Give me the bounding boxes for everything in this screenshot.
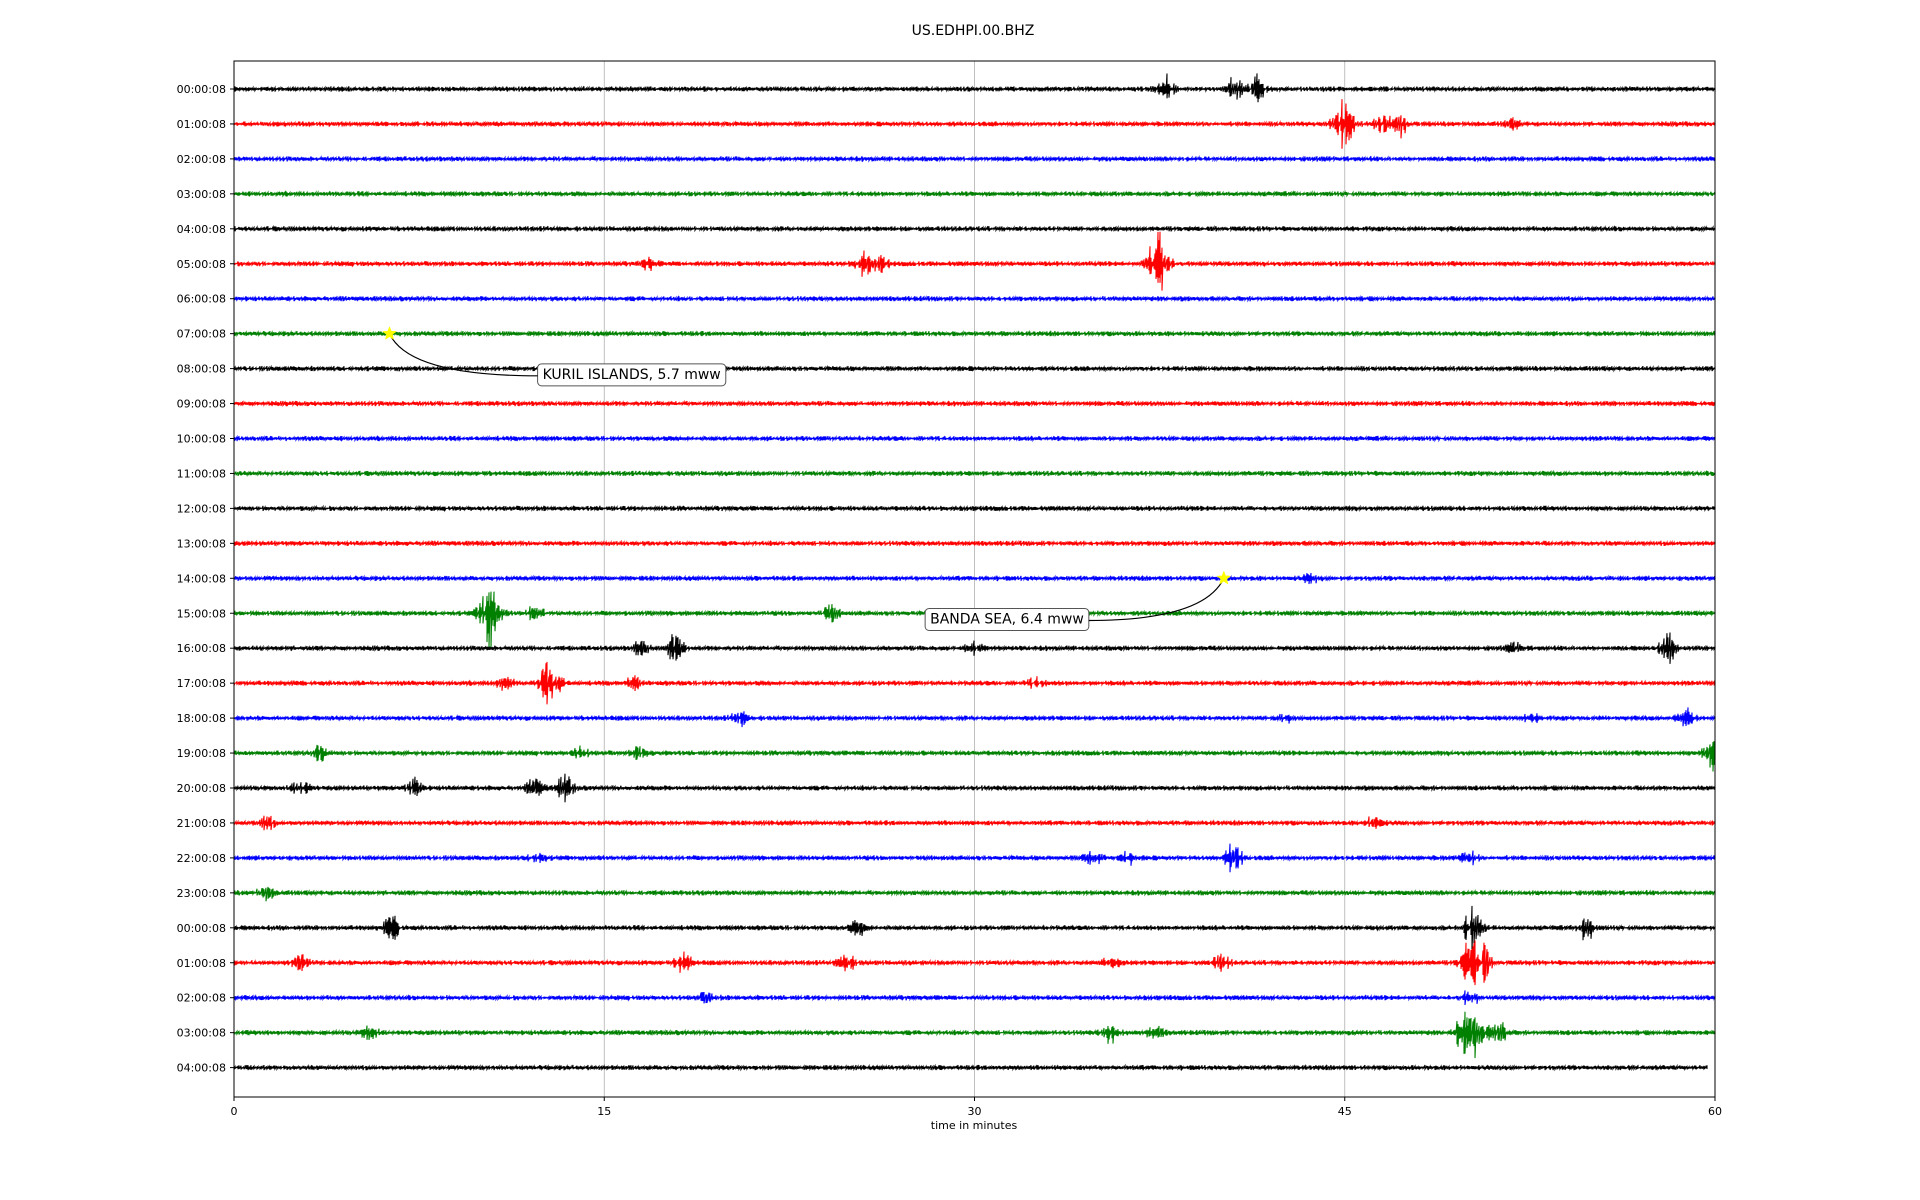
trace-row-4: [233, 224, 1716, 233]
trace-row-9: [233, 399, 1716, 408]
y-tick-label-16: 16:00:08: [177, 642, 226, 655]
y-tick-label-27: 03:00:08: [177, 1027, 226, 1040]
y-tick-label-10: 10:00:08: [177, 433, 226, 446]
y-tick-label-28: 04:00:08: [177, 1062, 226, 1075]
trace-row-26: [233, 990, 1716, 1006]
trace-row-8: [233, 364, 1716, 373]
trace-row-11: [233, 469, 1716, 478]
trace-row-24: [233, 905, 1716, 950]
y-tick-label-13: 13:00:08: [177, 537, 226, 550]
event-label-1: BANDA SEA, 6.4 mww: [930, 611, 1084, 627]
trace-row-22: [233, 843, 1716, 873]
trace-row-5: [233, 231, 1716, 291]
trace-row-28: [233, 1063, 1708, 1072]
trace-row-16: [233, 632, 1716, 664]
y-tick-label-12: 12:00:08: [177, 502, 226, 515]
trace-row-6: [233, 294, 1716, 303]
y-tick-label-9: 09:00:08: [177, 398, 226, 411]
trace-row-18: [233, 707, 1716, 728]
x-tick-label-4: 60: [1708, 1105, 1722, 1118]
event-label-0: KURIL ISLANDS, 5.7 mww: [543, 367, 721, 383]
trace-row-13: [233, 539, 1716, 548]
y-tick-label-23: 23:00:08: [177, 887, 226, 900]
y-tick-label-18: 18:00:08: [177, 712, 226, 725]
x-tick-label-2: 30: [968, 1105, 982, 1118]
event-connector-1: [1088, 578, 1225, 622]
y-tick-label-5: 05:00:08: [177, 258, 226, 271]
event-annotation-0: KURIL ISLANDS, 5.7 mww: [382, 326, 727, 387]
x-tick-label-0: 0: [231, 1105, 238, 1118]
trace-row-25: [233, 940, 1716, 986]
y-tick-label-3: 03:00:08: [177, 188, 226, 201]
event-label-box-0: [537, 363, 727, 387]
event-annotation-1: BANDA SEA, 6.4 mww: [924, 570, 1232, 631]
event-connector-0: [388, 333, 538, 377]
trace-row-7: [233, 329, 1716, 338]
trace-row-19: [233, 741, 1716, 772]
trace-row-3: [233, 190, 1716, 198]
x-tick-label-3: 45: [1338, 1105, 1352, 1118]
trace-row-2: [233, 154, 1716, 163]
y-tick-label-2: 02:00:08: [177, 153, 226, 166]
y-tick-label-15: 15:00:08: [177, 607, 226, 620]
trace-layer: [233, 73, 1716, 1072]
y-tick-label-25: 01:00:08: [177, 957, 226, 970]
trace-row-20: [233, 773, 1716, 803]
event-label-box-1: [924, 607, 1090, 631]
trace-row-17: [233, 661, 1716, 705]
chart-title: US.EDHPI.00.BHZ: [912, 23, 1035, 39]
y-tick-label-14: 14:00:08: [177, 572, 226, 585]
y-tick-label-19: 19:00:08: [177, 747, 226, 760]
event-star-1: [1216, 570, 1232, 585]
y-tick-label-24: 00:00:08: [177, 922, 226, 935]
trace-row-23: [233, 886, 1716, 902]
y-tick-label-21: 21:00:08: [177, 817, 226, 830]
y-tick-label-6: 06:00:08: [177, 293, 226, 306]
trace-row-1: [233, 99, 1716, 149]
y-tick-label-20: 20:00:08: [177, 782, 226, 795]
y-tick-label-7: 07:00:08: [177, 328, 226, 341]
y-tick-label-8: 08:00:08: [177, 363, 226, 376]
event-star-0: [382, 326, 397, 340]
trace-row-14: [233, 572, 1716, 585]
trace-row-21: [233, 815, 1716, 831]
x-axis-label: time in minutes: [931, 1119, 1018, 1132]
y-tick-label-11: 11:00:08: [177, 467, 226, 480]
y-axis-row-labels: 00:00:08 01:00:08 02:00:08 03:00:08 04:00:08…: [177, 83, 234, 1075]
y-tick-label-0: 00:00:08: [177, 83, 226, 96]
y-tick-label-4: 04:00:08: [177, 223, 226, 236]
y-tick-label-17: 17:00:08: [177, 677, 226, 690]
trace-row-27: [233, 1011, 1716, 1059]
x-tick-label-1: 15: [597, 1105, 611, 1118]
trace-row-0: [233, 73, 1716, 103]
y-tick-label-26: 02:00:08: [177, 992, 226, 1005]
y-tick-label-1: 01:00:08: [177, 118, 226, 131]
trace-row-12: [233, 504, 1716, 513]
event-annotations: KURIL ISLANDS, 5.7 mww BANDA SEA, 6.4 mww: [382, 326, 1232, 631]
trace-row-10: [233, 434, 1716, 443]
x-axis: 0 15 30 45 60: [231, 1097, 1722, 1118]
y-tick-label-22: 22:00:08: [177, 852, 226, 865]
